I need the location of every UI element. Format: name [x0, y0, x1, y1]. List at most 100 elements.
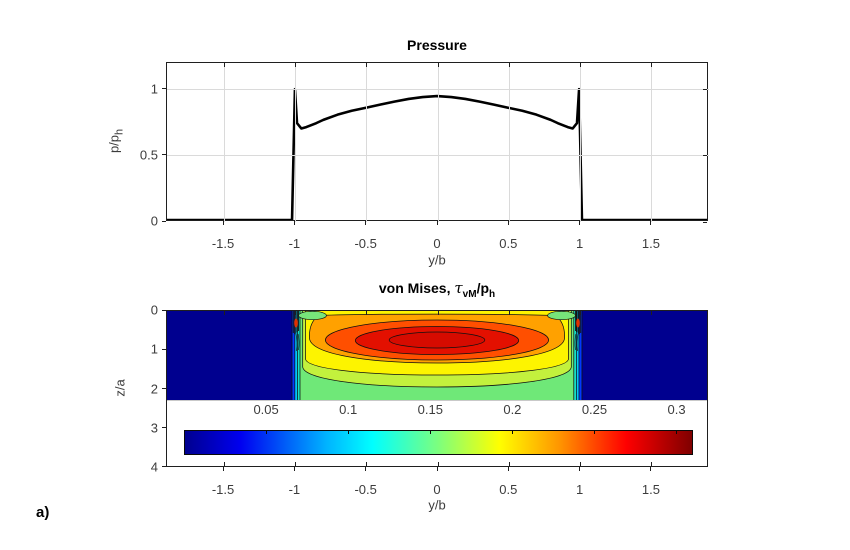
x-tick-top	[366, 63, 368, 67]
x-tick-inner-bottom	[651, 462, 653, 466]
y-tick-label: 1	[150, 81, 158, 96]
x-tick-label: -0.5	[354, 236, 377, 251]
contour-edge-hotspot-left	[294, 318, 298, 328]
pressure-xlabel: y/b	[428, 252, 446, 268]
contour-surface-lens-right	[547, 311, 576, 321]
x-tick-top	[223, 63, 225, 67]
x-tick-top	[651, 63, 653, 67]
x-tick-top	[580, 311, 582, 315]
x-tick-bottom	[436, 221, 438, 225]
x-tick-inner-bottom	[508, 462, 510, 466]
vonmises-title-slash-p: /p	[476, 280, 490, 296]
y-tick-right	[703, 155, 707, 157]
z-tick-label: 1	[150, 341, 158, 357]
colorbar-tick-label: 0.15	[417, 402, 443, 417]
x-gridline	[437, 63, 439, 222]
x-tick-label: -1.5	[211, 482, 235, 497]
x-tick-top	[437, 63, 439, 67]
y-gridline	[167, 89, 709, 90]
x-tick-bottom	[579, 467, 581, 471]
x-tick-inner-bottom	[437, 462, 439, 466]
colorbar-tick-label: 0.1	[339, 402, 358, 417]
z-tick-label: 0	[150, 302, 158, 318]
x-tick-bottom	[222, 467, 224, 471]
x-gridline	[366, 63, 368, 222]
x-tick-bottom	[507, 467, 509, 471]
x-tick-inner-bottom	[223, 462, 225, 466]
colorbar-tick-label: 0.2	[503, 402, 522, 417]
x-tick-label: 0.5	[499, 482, 518, 497]
colorbar-tick	[511, 430, 513, 434]
y-tick-label: 0	[150, 213, 158, 229]
x-tick-label: -1	[288, 236, 301, 251]
x-tick-bottom	[293, 221, 295, 225]
x-tick-bottom	[436, 467, 438, 471]
panel-label: a)	[36, 504, 50, 521]
y-tick-left	[162, 220, 166, 222]
vonmises-title-tau: τ	[454, 279, 463, 297]
colorbar-tick	[265, 430, 267, 434]
x-tick-top	[508, 311, 510, 315]
pressure-plot-axes	[166, 62, 709, 223]
x-tick-bottom	[650, 221, 652, 225]
contour-edge-lines-left	[295, 332, 300, 352]
y-tick-label: 0.5	[139, 147, 158, 163]
x-tick-label: -1	[288, 482, 301, 497]
y-gridline	[167, 155, 709, 157]
contour-band-red-core	[388, 331, 486, 349]
vonmises-title-p-subscript: h	[489, 289, 496, 300]
y-tick-right	[703, 221, 707, 223]
y-tick-right	[703, 89, 707, 90]
pressure-ylabel-main: p/p	[106, 134, 122, 154]
x-tick-bottom	[650, 467, 652, 471]
x-tick-top	[366, 311, 368, 315]
y-tick-left	[162, 88, 166, 89]
pressure-curve-svg	[167, 87, 707, 220]
vonmises-title-tau-subscript: vM	[462, 289, 477, 300]
z-tick-left	[162, 348, 166, 350]
x-tick-top	[223, 311, 225, 315]
x-tick-bottom	[579, 221, 581, 225]
vonmises-ylabel: z/a	[112, 379, 128, 397]
x-tick-label: -1.5	[211, 236, 235, 251]
vonmises-contour-svg	[167, 311, 707, 401]
colorbar	[184, 430, 693, 455]
pressure-curve-line	[167, 87, 707, 220]
x-gridline	[651, 63, 653, 222]
z-tick-label: 2	[150, 381, 158, 396]
x-tick-label: 1	[576, 482, 584, 497]
x-tick-top	[437, 311, 439, 315]
x-gridline	[223, 63, 225, 222]
x-tick-label: 1.5	[641, 482, 660, 497]
x-gridline	[508, 63, 510, 222]
colorbar-tick-label: 0.05	[253, 402, 279, 417]
contour-edge-lines-right	[574, 332, 579, 352]
x-tick-bottom	[365, 467, 367, 471]
z-tick-left	[162, 388, 166, 389]
x-tick-label: 0.5	[499, 236, 518, 251]
x-tick-top	[580, 63, 582, 67]
colorbar-tick	[429, 430, 431, 434]
x-tick-inner-bottom	[366, 462, 368, 466]
x-tick-label: 0	[433, 236, 441, 251]
z-tick-label: 4	[150, 459, 158, 475]
x-tick-inner-bottom	[580, 462, 582, 466]
vonmises-plot-axes: 0.05 0.1 0.15 0.2 0.25 0.3	[166, 310, 708, 467]
x-tick-bottom	[507, 221, 509, 225]
colorbar-tick-label: 0.3	[667, 402, 686, 417]
colorbar-tick	[347, 430, 349, 434]
pressure-ylabel: p/ph	[107, 129, 126, 153]
x-tick-inner-bottom	[294, 462, 296, 466]
x-gridline	[580, 63, 582, 222]
x-tick-top	[508, 63, 510, 67]
pressure-title: Pressure	[407, 37, 467, 53]
z-tick-left	[162, 427, 166, 429]
z-tick-left	[162, 465, 166, 467]
contour-edge-hotspot-right	[576, 318, 580, 328]
x-tick-label: 1	[576, 236, 584, 251]
x-tick-bottom	[365, 221, 367, 225]
z-tick-label: 3	[150, 420, 158, 436]
vonmises-title: von Mises, τvM/ph	[166, 279, 708, 300]
colorbar-tick	[676, 430, 678, 434]
